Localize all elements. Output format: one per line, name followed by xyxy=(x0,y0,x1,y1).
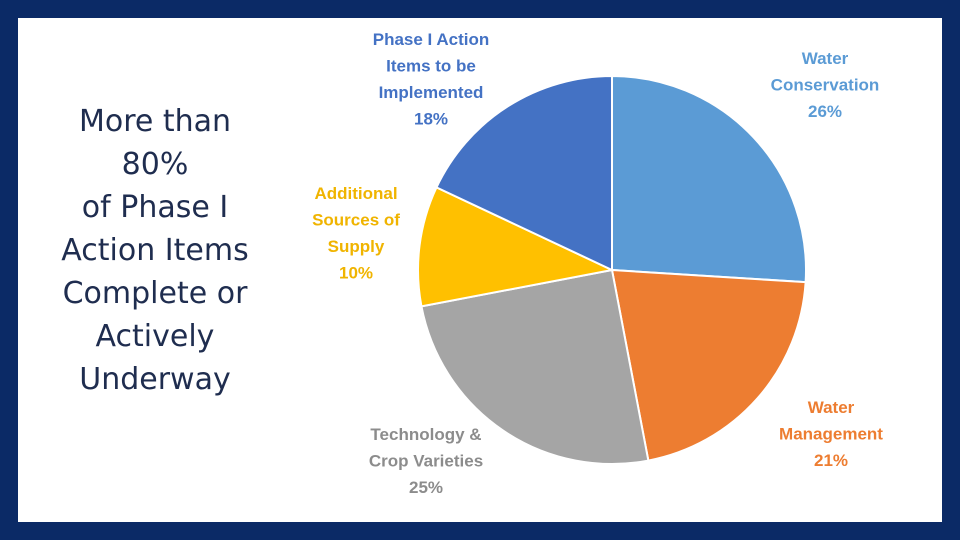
pie-slice-2 xyxy=(610,268,807,462)
slice-label-2: Water Management 21% xyxy=(779,398,883,470)
slice-label-line: Management xyxy=(779,425,883,444)
headline: More than 80% of Phase I Action Items Co… xyxy=(30,100,280,401)
headline-line: Actively xyxy=(95,319,215,354)
pie-slice-1 xyxy=(611,74,808,284)
pie-slice-4 xyxy=(417,186,616,308)
slice-label-line: 10% xyxy=(339,264,373,283)
slice-label-5: Phase I Action Items to be Implemented 18% xyxy=(373,30,490,129)
slice-label-line: Phase I Action xyxy=(373,30,490,49)
slice-label-line: 26% xyxy=(808,102,842,121)
headline-line: Underway xyxy=(79,362,231,397)
headline-line: Complete or xyxy=(62,276,248,311)
pie-slice-3 xyxy=(420,268,650,465)
slice-label-line: 18% xyxy=(414,110,448,129)
slice-label-line: Sources of xyxy=(312,211,400,230)
slice-label-3: Technology & Crop Varieties 25% xyxy=(369,425,483,497)
headline-line: More than xyxy=(78,104,232,139)
headline-line: Action Items xyxy=(61,233,249,268)
slice-label-line: Items to be xyxy=(386,57,476,76)
pie-slice-5 xyxy=(435,74,613,272)
headline-line: of Phase I xyxy=(81,190,229,225)
slice-label-line: Technology & xyxy=(370,425,481,444)
slice-label-line: Conservation xyxy=(771,76,880,95)
slice-label-line: Additional xyxy=(314,184,397,203)
slice-label-line: Implemented xyxy=(379,83,484,102)
headline-line: 80% xyxy=(121,147,189,182)
slice-label-4: Additional Sources of Supply 10% xyxy=(312,184,400,283)
slice-label-line: Water xyxy=(808,398,855,417)
slice-label-line: Crop Varieties xyxy=(369,452,483,471)
slice-label-line: Supply xyxy=(328,237,385,256)
slice-label-line: 25% xyxy=(409,478,443,497)
slice-label-1: Water Conservation 26% xyxy=(771,49,880,121)
slice-label-line: Water xyxy=(802,49,849,68)
slice-label-line: 21% xyxy=(814,451,848,470)
